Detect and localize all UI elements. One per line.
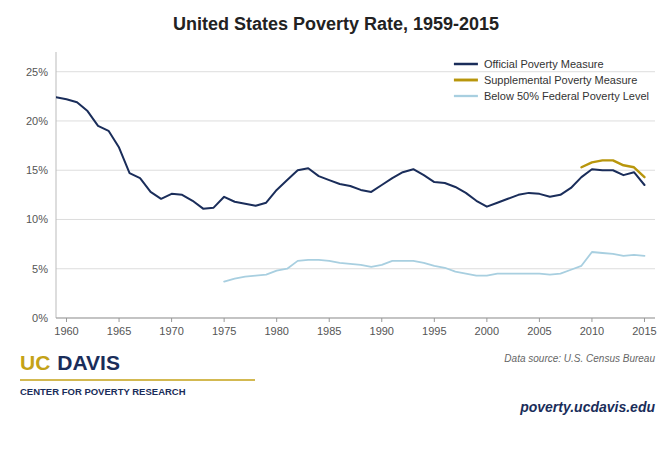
y-tick-label: 25% <box>26 66 48 78</box>
logo-rule <box>20 379 255 381</box>
grid-line <box>56 120 655 121</box>
x-tick <box>381 318 382 322</box>
source-note: Data source: U.S. Census Bureau <box>504 353 655 364</box>
x-tick-label: 2005 <box>527 325 551 337</box>
y-axis-line <box>56 52 57 318</box>
x-tick <box>224 318 225 322</box>
x-tick-label: 1965 <box>107 325 131 337</box>
x-tick-label: 1985 <box>317 325 341 337</box>
grid-line <box>56 268 655 269</box>
logo-uc: UC <box>20 351 50 374</box>
title: United States Poverty Rate, 1959-2015 <box>173 14 499 34</box>
legend-swatch <box>454 95 478 97</box>
x-tick-label: 1990 <box>370 325 394 337</box>
logo-subtext: CENTER FOR POVERTY RESEARCH <box>20 386 186 397</box>
x-tick <box>119 318 120 322</box>
legend: Official Poverty Measure Supplemental Pov… <box>454 58 649 102</box>
x-tick <box>66 318 67 322</box>
y-tick-label: 15% <box>26 164 48 176</box>
x-tick <box>539 318 540 322</box>
grid-line <box>56 318 655 319</box>
x-tick <box>591 318 592 322</box>
lines <box>56 97 644 281</box>
x-tick-label: 2015 <box>632 325 656 337</box>
url: poverty.ucdavis.edu <box>519 399 655 415</box>
x-axis-line <box>56 318 655 319</box>
grid <box>56 72 655 318</box>
y-tick-label: 0% <box>32 312 48 324</box>
x-tick-label: 1980 <box>264 325 288 337</box>
x-tick-label: 1995 <box>422 325 446 337</box>
series-line <box>581 160 644 177</box>
legend-label: Official Poverty Measure <box>484 58 604 70</box>
series-line <box>224 252 644 282</box>
x-tick-label: 2010 <box>580 325 604 337</box>
x-tick-label: 2000 <box>475 325 499 337</box>
legend-label: Supplemental Poverty Measure <box>484 74 637 86</box>
grid-line <box>56 71 655 72</box>
x-tick <box>644 318 645 322</box>
y-tick-label: 5% <box>32 263 48 275</box>
x-tick-label: 1970 <box>159 325 183 337</box>
grid-line <box>56 219 655 220</box>
x-tick-label: 1975 <box>212 325 236 337</box>
x-tick <box>171 318 172 322</box>
logo-davis: DAVIS <box>57 351 120 374</box>
series-line <box>56 97 644 208</box>
legend-swatch <box>454 79 478 82</box>
x-tick <box>329 318 330 322</box>
y-tick-label: 20% <box>26 115 48 127</box>
y-tick-label: 10% <box>26 213 48 225</box>
chart: United States Poverty Rate, 1959-2015 0% 5… <box>0 0 672 453</box>
grid-line <box>56 170 655 171</box>
x-tick <box>486 318 487 322</box>
x-tick-label: 1960 <box>54 325 78 337</box>
x-tick <box>434 318 435 322</box>
x-tick <box>276 318 277 322</box>
legend-label: Below 50% Federal Poverty Level <box>484 90 649 102</box>
legend-swatch <box>454 63 478 66</box>
